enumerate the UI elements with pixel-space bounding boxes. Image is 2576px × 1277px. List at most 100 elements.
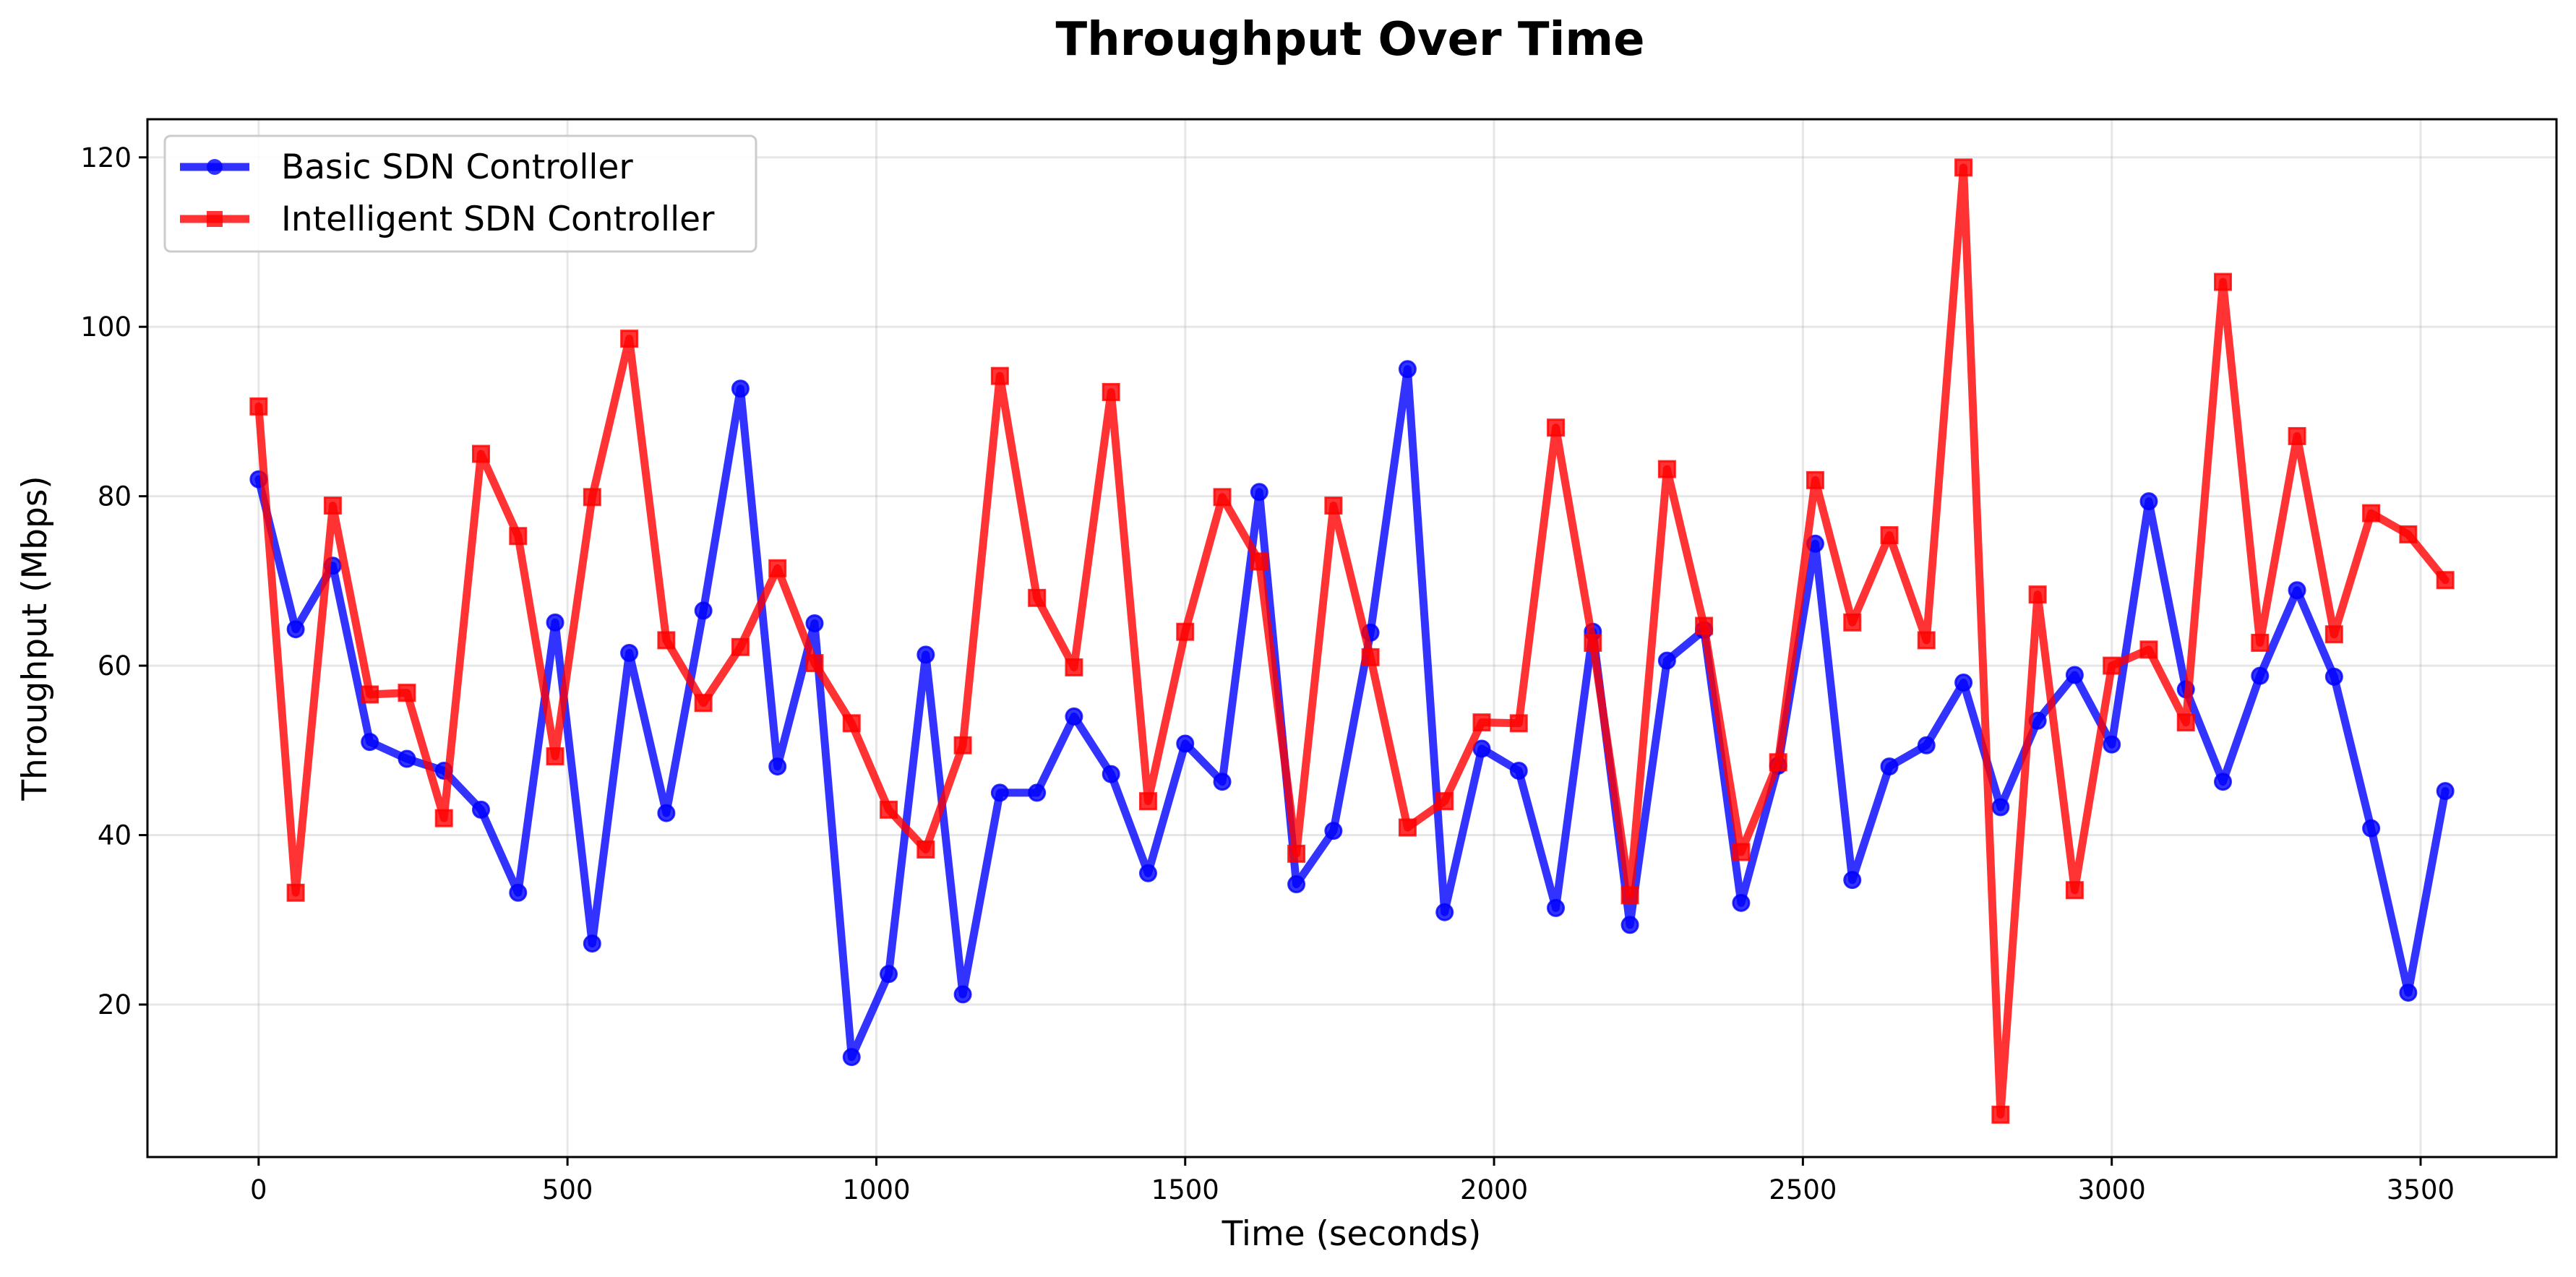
intelligent-sdn-controller-point (657, 631, 676, 650)
intelligent-sdn-controller-line (254, 163, 2450, 1119)
basic-sdn-controller-point (1065, 707, 1083, 726)
basic-sdn-controller-point (1620, 916, 1639, 934)
intelligent-sdn-controller-point (1954, 158, 1973, 177)
x-axis-ticks: 0 500 1000 1500 2000 2500 3000 3500 (250, 1157, 2455, 1205)
basic-sdn-controller-point (583, 934, 601, 953)
basic-sdn-controller-point (398, 749, 416, 768)
legend-box (163, 134, 757, 253)
intelligent-sdn-controller-point (2436, 571, 2455, 590)
basic-sdn-controller-point (1213, 773, 1232, 791)
intelligent-sdn-controller-point (1176, 622, 1195, 641)
intelligent-sdn-controller-point (1991, 1105, 2010, 1124)
intelligent-sdn-controller-point (2324, 625, 2343, 644)
intelligent-sdn-controller-point (1213, 488, 1232, 507)
intelligent-sdn-controller-point (1287, 844, 1306, 863)
intelligent-sdn-controller-point (398, 684, 416, 702)
basic-sdn-controller-point (1472, 739, 1491, 758)
basic-sdn-controller-point (2288, 581, 2306, 600)
intelligent-sdn-controller-point (1028, 588, 1047, 607)
intelligent-sdn-controller-point (731, 637, 750, 656)
basic-sdn-controller-point (2399, 984, 2418, 1002)
intelligent-sdn-controller-point (2139, 640, 2158, 659)
intelligent-sdn-controller-point (1917, 631, 1936, 650)
x-tick-label: 3500 (2387, 1174, 2455, 1205)
basic-sdn-controller-point (1176, 734, 1195, 753)
intelligent-sdn-controller-point (1769, 753, 1787, 772)
basic-sdn-controller-point (1398, 360, 1417, 379)
intelligent-sdn-controller-series (249, 158, 2455, 1124)
basic-sdn-controller-point (1028, 783, 1047, 802)
intelligent-sdn-controller-point (1250, 552, 1268, 571)
intelligent-sdn-controller-point (2399, 525, 2418, 543)
basic-sdn-controller-point (1547, 898, 1566, 917)
y-axis-ticks: 20 40 60 80 100 120 (80, 142, 147, 1020)
intelligent-sdn-controller-point (990, 366, 1009, 385)
basic-sdn-controller-point (286, 620, 305, 639)
basic-sdn-controller-point (546, 613, 564, 632)
intelligent-sdn-controller-point (1584, 633, 1602, 652)
basic-sdn-controller-point (509, 883, 528, 902)
basic-sdn-controller-point (1287, 875, 1306, 894)
intelligent-sdn-controller-point (434, 809, 453, 827)
legend-marker (207, 211, 223, 227)
y-tick-label: 40 (98, 820, 132, 851)
basic-sdn-controller-point (805, 614, 824, 632)
intelligent-sdn-controller-point (1806, 470, 1824, 489)
basic-sdn-controller-point (768, 757, 787, 776)
intelligent-sdn-controller-point (620, 330, 639, 348)
basic-sdn-controller-point (2214, 773, 2233, 791)
intelligent-sdn-controller-point (361, 685, 379, 704)
intelligent-sdn-controller-point (768, 559, 787, 577)
x-tick-label: 1000 (842, 1174, 910, 1205)
x-tick-label: 1500 (1151, 1174, 1219, 1205)
intelligent-sdn-controller-point (2028, 585, 2047, 604)
intelligent-sdn-controller-point (1324, 496, 1343, 515)
basic-sdn-controller-point (1954, 674, 1973, 692)
basic-sdn-controller-point (916, 645, 935, 664)
basic-sdn-controller-point (2436, 782, 2455, 801)
basic-sdn-controller-point (1880, 757, 1899, 776)
basic-sdn-controller-line (254, 365, 2450, 1062)
intelligent-sdn-controller-point (2251, 633, 2270, 652)
basic-sdn-controller-point (1250, 483, 1268, 502)
intelligent-sdn-controller-point (694, 694, 713, 713)
basic-sdn-controller-point (620, 644, 639, 663)
intelligent-sdn-controller-point (1472, 713, 1491, 732)
intelligent-sdn-controller-point (509, 527, 528, 546)
basic-sdn-controller-point (471, 800, 490, 819)
x-tick-label: 3000 (2078, 1174, 2146, 1205)
chart-title: Throughput Over Time (1056, 13, 1645, 66)
basic-sdn-controller-point (1102, 765, 1120, 783)
intelligent-sdn-controller-point (2065, 881, 2084, 900)
basic-sdn-controller-point (2324, 667, 2343, 686)
intelligent-sdn-controller-point (1620, 886, 1639, 905)
intelligent-sdn-controller-point (880, 800, 898, 819)
basic-sdn-controller-point (2362, 819, 2381, 838)
basic-sdn-controller-point (2103, 735, 2121, 754)
intelligent-sdn-controller-point (1361, 648, 1380, 666)
basic-sdn-controller-point (1657, 651, 1676, 670)
intelligent-sdn-controller-point (1065, 658, 1083, 676)
basic-sdn-controller-point (1843, 871, 1862, 890)
intelligent-sdn-controller-point (805, 654, 824, 673)
y-tick-label: 60 (98, 650, 132, 682)
basic-sdn-controller-point (657, 804, 676, 822)
y-tick-label: 20 (98, 989, 132, 1020)
basic-sdn-controller-point (1435, 903, 1454, 921)
basic-sdn-controller-point (880, 965, 898, 984)
basic-sdn-controller-point (694, 601, 713, 620)
x-tick-label: 500 (542, 1174, 593, 1205)
basic-sdn-controller-point (1324, 822, 1343, 840)
basic-sdn-controller-point (2065, 666, 2084, 684)
x-tick-label: 2500 (1769, 1174, 1837, 1205)
basic-sdn-controller-point (842, 1048, 861, 1067)
basic-sdn-controller-point (1509, 761, 1528, 780)
intelligent-sdn-controller-point (2362, 504, 2381, 523)
basic-sdn-controller-point (731, 379, 750, 398)
intelligent-sdn-controller-point (1695, 616, 1714, 635)
basic-sdn-controller-point (1917, 736, 1936, 754)
intelligent-sdn-controller-point (471, 444, 490, 463)
intelligent-sdn-controller-point (2103, 656, 2121, 675)
intelligent-sdn-controller-point (1102, 382, 1120, 401)
